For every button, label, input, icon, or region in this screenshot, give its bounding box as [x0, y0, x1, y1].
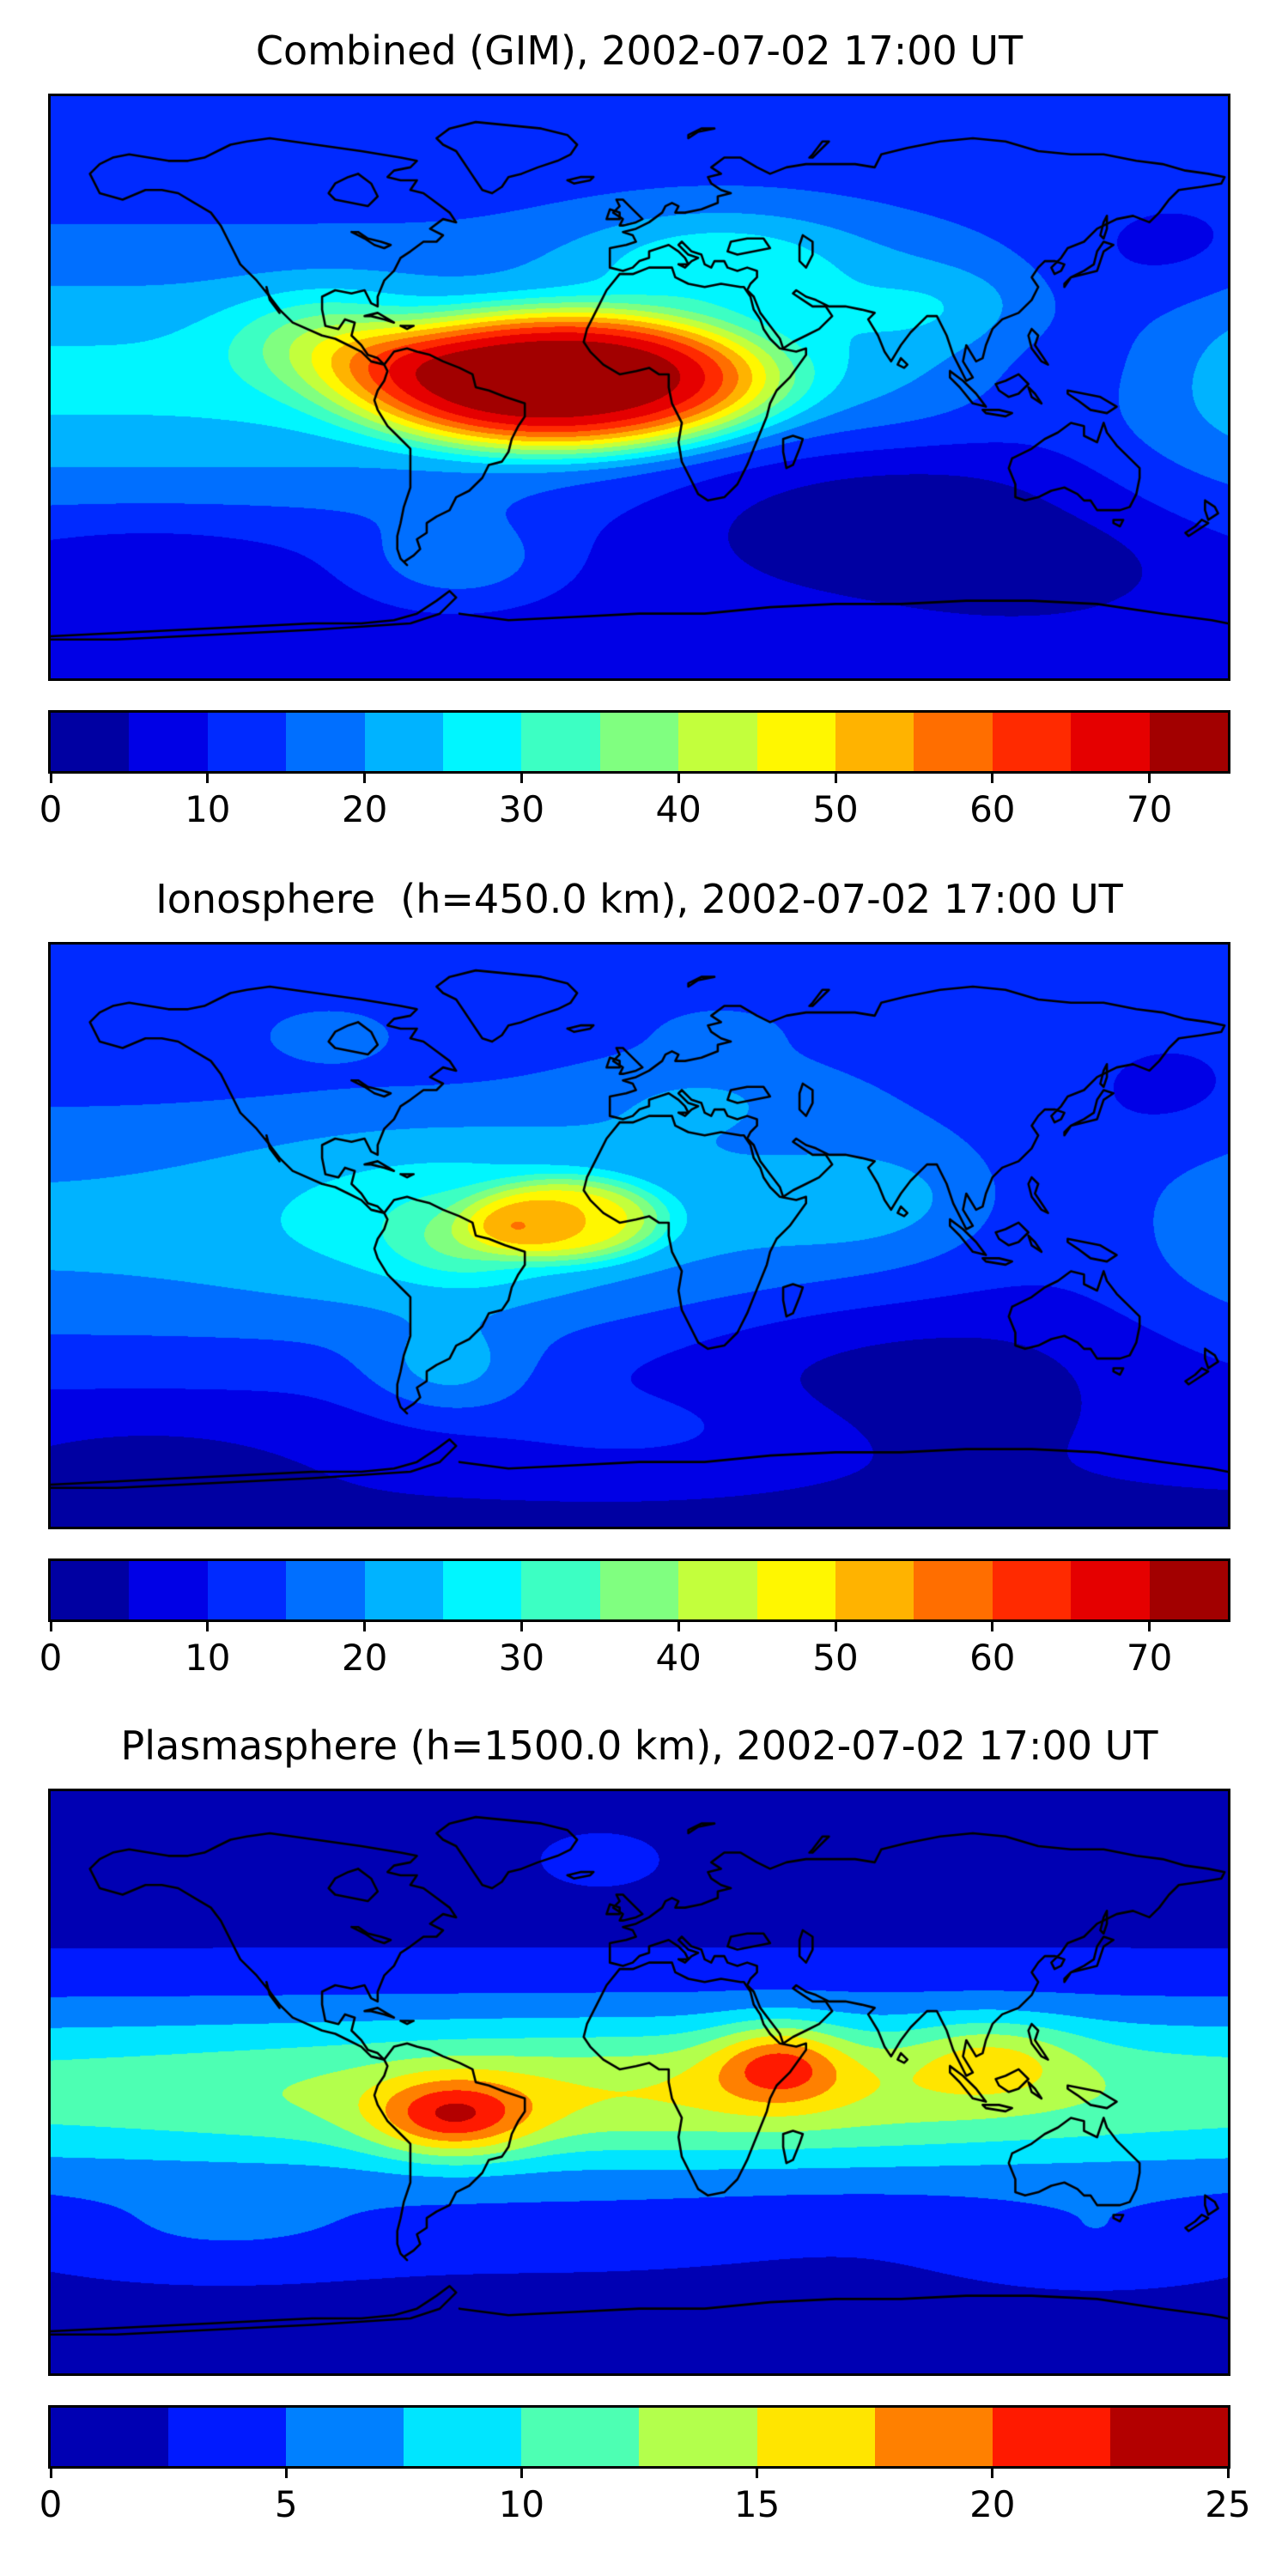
colorbar-segment [599, 1561, 679, 1619]
colorbar-tick-label: 70 [1126, 788, 1173, 830]
colorbar-segment [51, 2408, 169, 2466]
colorbar-segment [874, 2408, 993, 2466]
colorbar-segment [129, 713, 208, 771]
map-canvas-combined-gim [51, 96, 1228, 678]
colorbar-segment [129, 1561, 208, 1619]
colorbar-tick-label: 30 [498, 788, 545, 830]
colorbar-tick-label: 20 [341, 1637, 388, 1679]
colorbar-segment [914, 1561, 993, 1619]
map-canvas-plasmasphere [51, 1791, 1228, 2373]
map-frame-ionosphere [48, 942, 1230, 1529]
colorbar-segment [286, 713, 365, 771]
colorbar-segment [756, 713, 836, 771]
colorbar-tick-label: 20 [969, 2483, 1016, 2525]
colorbar-ionosphere [48, 1558, 1230, 1622]
colorbar-segment [207, 713, 287, 771]
colorbar-segment [286, 2408, 404, 2466]
colorbar-tick-label: 60 [969, 788, 1016, 830]
colorbar-segment [835, 1561, 914, 1619]
map-frame-combined-gim [48, 94, 1230, 681]
colorbar-segment [521, 1561, 600, 1619]
colorbar-segment [599, 713, 679, 771]
colorbar-tick-label: 25 [1205, 2483, 1251, 2525]
colorbar-combined-gim [48, 710, 1230, 774]
colorbar-tick-label: 10 [185, 1637, 231, 1679]
colorbar-tick-label: 0 [39, 1637, 63, 1679]
colorbar-segment [835, 713, 914, 771]
colorbar-segment [443, 1561, 522, 1619]
panel-ionosphere: Ionosphere (h=450.0 km), 2002-07-02 17:0… [0, 872, 1288, 1697]
colorbar-tick-label: 70 [1126, 1637, 1173, 1679]
colorbar-segment [364, 713, 444, 771]
panel-title-plasmasphere: Plasmasphere (h=1500.0 km), 2002-07-02 1… [120, 1722, 1158, 1769]
colorbar-tick-label: 10 [185, 788, 231, 830]
panel-title-ionosphere: Ionosphere (h=450.0 km), 2002-07-02 17:0… [155, 876, 1123, 922]
colorbar-tick-label: 0 [39, 2483, 63, 2525]
map-canvas-ionosphere [51, 945, 1228, 1527]
colorbar-segment [639, 2408, 757, 2466]
colorbar-tick-label: 5 [274, 2483, 298, 2525]
colorbar-segment [992, 2408, 1110, 2466]
colorbar-segment [1109, 2408, 1228, 2466]
colorbar-tick-label: 40 [655, 788, 702, 830]
colorbar-segment [756, 2408, 875, 2466]
colorbar-segment [1149, 1561, 1229, 1619]
colorbar-segment [992, 1561, 1072, 1619]
panel-plasmasphere: Plasmasphere (h=1500.0 km), 2002-07-02 1… [0, 1719, 1288, 2543]
panel-combined-gim: Combined (GIM), 2002-07-02 17:00 UT 0 10 2… [0, 24, 1288, 848]
colorbar-tick-label: 30 [498, 1637, 545, 1679]
colorbar-segment [51, 713, 130, 771]
colorbar-tick-label: 60 [969, 1637, 1016, 1679]
colorbar-segment [521, 2408, 640, 2466]
colorbar-tick-label: 40 [655, 1637, 702, 1679]
colorbar-segment [992, 713, 1072, 771]
colorbar-segment [1071, 1561, 1150, 1619]
colorbar-segment [443, 713, 522, 771]
colorbar-segment [521, 713, 600, 771]
colorbar-tick-label: 10 [498, 2483, 545, 2525]
colorbar-segment [678, 1561, 757, 1619]
colorbar-segment [404, 2408, 522, 2466]
colorbar-plasmasphere [48, 2405, 1230, 2469]
colorbar-segment [678, 713, 757, 771]
colorbar-tick-label: 20 [341, 788, 388, 830]
colorbar-segment [364, 1561, 444, 1619]
map-frame-plasmasphere [48, 1789, 1230, 2376]
colorbar-segment [286, 1561, 365, 1619]
colorbar-segment [756, 1561, 836, 1619]
colorbar-segment [51, 1561, 130, 1619]
colorbar-segment [1149, 713, 1229, 771]
colorbar-tick-label: 50 [812, 1637, 859, 1679]
colorbar-segment [207, 1561, 287, 1619]
panel-title-combined-gim: Combined (GIM), 2002-07-02 17:00 UT [255, 27, 1024, 74]
colorbar-tick-label: 50 [812, 788, 859, 830]
colorbar-segment [1071, 713, 1150, 771]
colorbar-tick-label: 15 [733, 2483, 781, 2525]
colorbar-segment [168, 2408, 287, 2466]
colorbar-tick-label: 0 [39, 788, 63, 830]
colorbar-segment [914, 713, 993, 771]
